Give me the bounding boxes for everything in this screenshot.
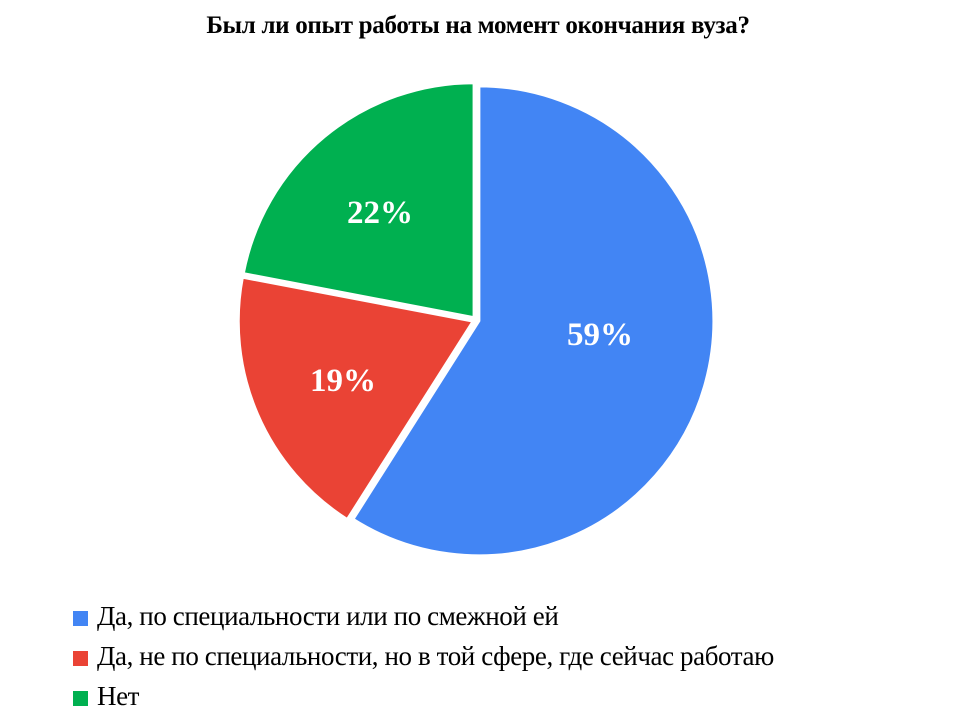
legend-label: Да, не по специальности, но в той сфере,… [97, 640, 774, 671]
slice-label-green: 22% [347, 195, 413, 231]
legend-label: Да, по специальности или по смежной ей [97, 600, 559, 631]
legend-swatch-red [73, 650, 88, 666]
chart-title: Был ли опыт работы на момент окончания в… [206, 12, 750, 39]
legend-item-specialty: Да, по специальности или по смежной ей [73, 596, 774, 636]
slice-label-blue: 59% [567, 317, 633, 353]
pie-slice-specialty [350, 84, 716, 558]
legend-label: Нет [97, 680, 140, 711]
legend-swatch-green [73, 690, 88, 706]
legend-item-no: Нет [73, 676, 774, 716]
slice-label-red: 19% [310, 363, 376, 399]
legend-item-same-field: Да, не по специальности, но в той сфере,… [73, 636, 774, 676]
pie-slice-no [241, 81, 476, 320]
pie-slice-same-field [236, 275, 476, 522]
legend: Да, по специальности или по смежной ей Д… [73, 596, 774, 716]
legend-swatch-blue [73, 610, 88, 626]
